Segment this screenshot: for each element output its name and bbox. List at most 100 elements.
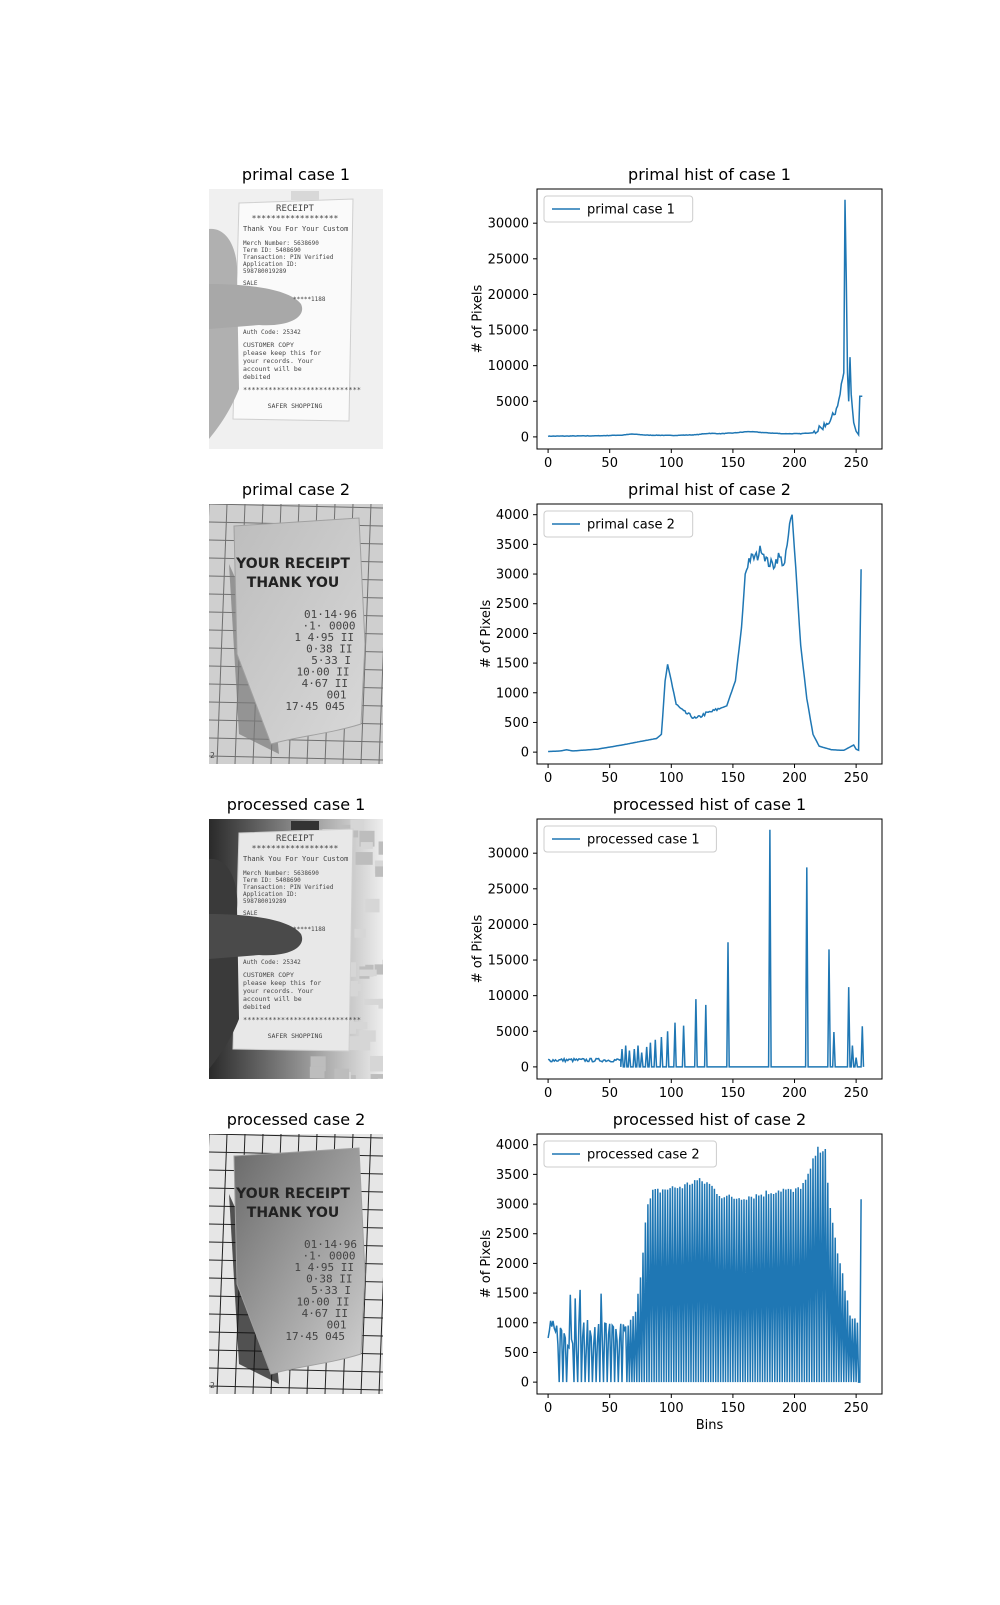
photo-noise [375, 866, 383, 877]
grid-line [209, 504, 210, 518]
photo-panel-3: RECEIPT****************** Thank You For Y… [209, 795, 383, 1079]
x-tick-label: 250 [844, 456, 869, 471]
x-tick-label: 250 [844, 1401, 869, 1416]
receipt-text: account will be [243, 995, 302, 1003]
x-tick-label: 150 [720, 456, 745, 471]
photo-noise [374, 964, 383, 975]
receipt-text: CUSTOMER COPY [243, 341, 294, 349]
receipt-text: RECEIPT [276, 834, 315, 844]
receipt-text: Transaction: PIN Verified [243, 884, 334, 891]
y-tick-label: 3500 [496, 1168, 529, 1183]
photo-noise [354, 928, 366, 938]
y-tick-label: 1000 [496, 1316, 529, 1331]
receipt-tag [291, 821, 319, 830]
y-axis-label: # of Pixels [471, 285, 486, 354]
grid-line [209, 504, 383, 509]
receipt-line: 10·00 II [297, 666, 350, 679]
receipt-text: Thank You For Your Custom [243, 225, 348, 233]
axes-frame [536, 188, 883, 450]
receipt-text: SAFER SHOPPING [268, 1032, 323, 1040]
legend: processed case 2 [543, 1140, 717, 1168]
receipt-line: 17·45 045 [285, 1330, 345, 1343]
y-tick-label: 15000 [488, 324, 529, 339]
receipt-line: 10·00 II [297, 1296, 350, 1309]
x-tick-label: 200 [782, 456, 807, 471]
receipt-line: ·1· 0000 [303, 1250, 356, 1263]
y-tick-label: 3000 [496, 1198, 529, 1213]
thumb-shape [209, 914, 303, 959]
y-tick-label: 5000 [496, 1025, 529, 1040]
photo-noise [360, 842, 373, 849]
receipt-text: Merch Number: 5638690 [243, 240, 319, 247]
legend-entry: processed case 2 [587, 1148, 700, 1163]
photo-title: processed case 1 [227, 795, 366, 814]
hand-shape [209, 858, 239, 1069]
receipt-title: YOUR RECEIPT [235, 1186, 350, 1202]
photo-noise [355, 852, 373, 865]
photo-noise [370, 1074, 383, 1079]
x-tick-label: 150 [720, 1401, 745, 1416]
legend-box [543, 195, 694, 223]
receipt-text: ****************** [252, 214, 339, 223]
chart-3: 0 50 100 150 200 250 0 5000 10000 15000 20000 25000… [471, 795, 883, 1101]
legend-entry: primal case 2 [587, 518, 675, 533]
receipt-text: Application ID: [243, 891, 297, 898]
receipt-text: Application ID: [243, 261, 297, 268]
y-tick-label: 1000 [496, 686, 529, 701]
x-tick-label: 250 [844, 1086, 869, 1101]
receipt-line: 17·45 045 [285, 700, 345, 713]
axes-frame [536, 1133, 883, 1395]
grid-line [209, 774, 383, 778]
corner-mark: 2 [210, 1381, 215, 1390]
receipt-line: 0·38 II [306, 1273, 352, 1286]
chart-4: 0 50 100 150 200 2500500100015002000250030003… [479, 1110, 883, 1433]
photo-noise [359, 969, 377, 977]
x-tick-label: 0 [544, 1401, 552, 1416]
grid-line [209, 755, 383, 761]
receipt-text: your records. Your [243, 357, 314, 365]
x-tick-label: 0 [544, 1086, 552, 1101]
receipt-line: 001 [327, 1319, 347, 1332]
chart-1: 0 50 100 150 200 250 0 5000 10000 15000 20000 25000… [471, 165, 883, 471]
receipt-text: debited [243, 1003, 270, 1011]
photo-noise [334, 1068, 350, 1079]
x-tick-label: 100 [659, 1401, 684, 1416]
legend-entry: primal case 1 [587, 203, 675, 218]
y-tick-label: 2000 [496, 1257, 529, 1272]
y-tick-label: 15000 [488, 954, 529, 969]
receipt-text: Term ID: 5408690 [243, 247, 301, 254]
receipt-text: Term ID: 5408690 [243, 877, 301, 884]
thumb-shape [209, 284, 303, 329]
receipt-text: *****1188 [293, 296, 326, 303]
series-line [547, 1146, 862, 1383]
photo-title: primal case 1 [242, 165, 350, 184]
receipt-line: 5·33 I [311, 654, 351, 667]
receipt-line: 0·38 II [306, 643, 352, 656]
receipt-line: 001 [327, 689, 347, 702]
x-tick-label: 100 [659, 1086, 684, 1101]
receipt-text: SAFER SHOPPING [268, 402, 323, 410]
receipt-line: 5·33 I [311, 1284, 351, 1297]
grid-line [378, 1276, 383, 1394]
y-tick-label: 3500 [496, 538, 529, 553]
x-tick-label: 50 [601, 1401, 618, 1416]
receipt-text: Thank You For Your Custom [243, 855, 348, 863]
photo-content: RECEIPT****************** Thank You For Y… [209, 189, 383, 449]
y-tick-label: 5000 [496, 395, 529, 410]
receipt-text: please keep this for [243, 349, 321, 357]
y-tick-label: 10000 [488, 359, 529, 374]
photo-noise [382, 959, 383, 971]
legend-box [543, 510, 694, 538]
x-tick-label: 100 [659, 771, 684, 786]
y-tick-label: 4000 [496, 1138, 529, 1153]
receipt-text: 598780019289 [243, 268, 287, 275]
photo-noise [351, 983, 361, 992]
photo-noise [378, 998, 383, 1009]
photo-title: processed case 2 [227, 1110, 366, 1129]
photo-content: RECEIPT****************** Thank You For Y… [209, 819, 383, 1079]
legend: processed case 1 [543, 825, 717, 853]
legend-box [543, 1140, 717, 1168]
x-tick-label: 200 [782, 771, 807, 786]
